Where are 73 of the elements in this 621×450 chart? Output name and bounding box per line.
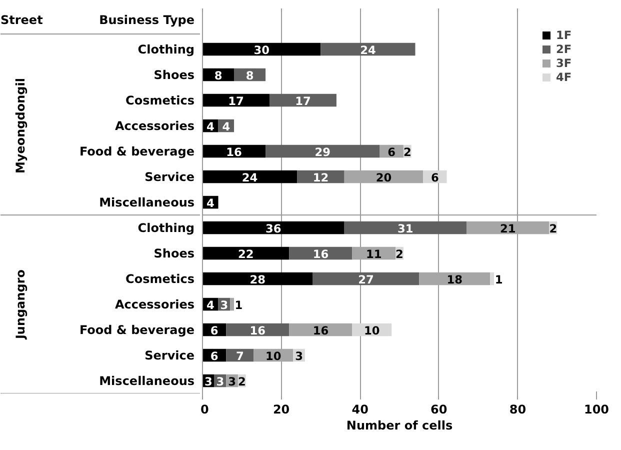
y-tick-label: Miscellaneous [99,374,195,388]
data-label: 3 [228,374,236,388]
data-label: 36 [266,221,282,236]
text: Business Type [99,12,195,27]
data-label: 10 [266,348,282,363]
data-label: 6 [431,170,440,184]
y-tick-label: Service [144,170,195,184]
data-label: 6 [388,144,396,159]
data-label: 31 [398,221,414,236]
data-label: 3 [216,374,224,388]
data-label: 11 [366,246,382,261]
legend-label: 3F [556,56,573,70]
y-tick-label: Clothing [138,42,195,56]
text: Street [0,12,44,27]
data-label: 3 [220,298,228,312]
text: Jungangro [14,269,28,340]
data-label: 28 [250,272,266,286]
data-label: 4 [222,119,230,134]
data-label: 29 [314,144,331,159]
y-tick-label: Cosmetics [126,93,195,108]
y-tick-label: Accessories [115,118,195,133]
data-label: 16 [312,246,329,261]
x-axis-title: Number of cells [346,418,453,432]
data-label: 6 [210,348,218,363]
y-tick-label: Accessories [115,297,195,312]
data-label: 22 [238,246,254,261]
data-label: 24 [242,170,258,184]
data-label: 21 [500,221,516,236]
data-label: 1 [234,298,243,312]
data-label: 8 [246,68,254,82]
y-tick-label: Shoes [154,246,195,260]
data-label: 3 [295,348,303,363]
data-label: 30 [254,42,270,57]
y-tick-label: Cosmetics [126,272,195,286]
x-tick-label: 0 [200,402,209,416]
data-label: 18 [446,272,463,286]
data-label: 4 [206,196,214,210]
x-tick-label: 20 [272,402,290,416]
data-label: 2 [549,221,558,236]
data-label: 20 [376,170,392,184]
y-tick-label: Miscellaneous [99,195,195,210]
y-tick-label: Food & beverage [79,322,195,337]
y-tick-label: Service [144,348,195,362]
data-label: 8 [214,68,222,82]
data-label: 16 [250,323,266,338]
data-label: 17 [295,94,311,108]
data-label: 12 [312,170,329,184]
y-tick-label: Shoes [154,68,195,82]
x-tick-label: 60 [430,402,448,416]
x-tick-label: 100 [584,402,610,416]
data-label: 2 [403,144,412,159]
data-label: 10 [364,323,380,338]
x-tick-label: 40 [352,402,368,416]
data-label: 16 [312,323,329,338]
data-label: 7 [236,348,244,363]
data-label: 16 [226,144,242,159]
legend-label: 1F [556,28,573,42]
x-tick-label: 80 [509,402,526,416]
y-tick-label: Clothing [138,220,195,235]
data-label: 2 [396,246,404,261]
legend-label: 2F [556,42,573,56]
data-label: 4 [206,119,214,134]
legend-label: 4F [556,70,573,84]
data-label: 17 [228,94,244,108]
data-label: 1 [494,272,503,286]
text: Myeongdongil [14,78,28,174]
data-label: 4 [206,298,214,312]
data-label: 2 [238,374,246,388]
y-tick-label: Food & beverage [79,144,195,158]
data-label: 27 [358,272,374,286]
data-label: 6 [210,323,218,338]
data-label: 3 [204,374,212,388]
data-label: 24 [360,42,376,57]
